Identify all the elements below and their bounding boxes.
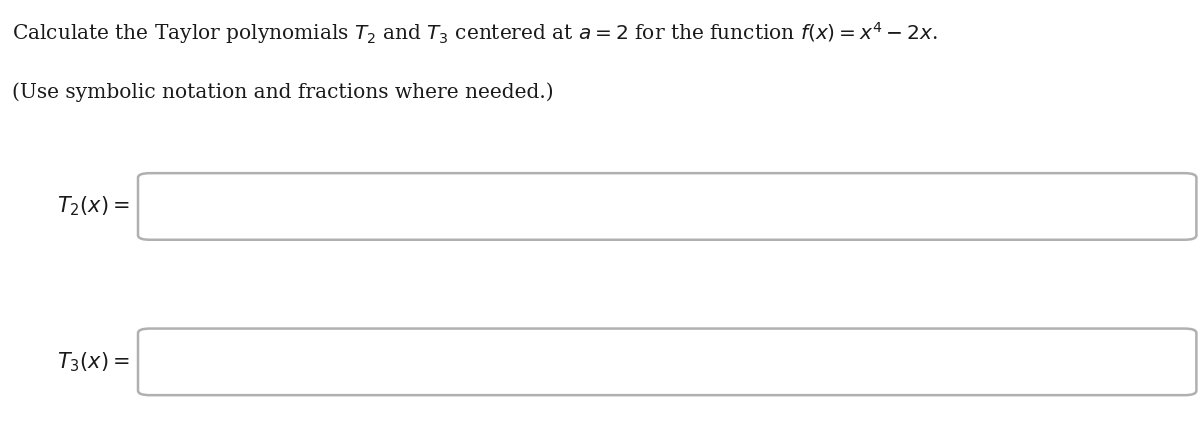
FancyBboxPatch shape: [138, 329, 1196, 395]
FancyBboxPatch shape: [138, 173, 1196, 240]
Text: (Use symbolic notation and fractions where needed.): (Use symbolic notation and fractions whe…: [12, 82, 553, 102]
Text: $T_2(x) =$: $T_2(x) =$: [56, 194, 130, 218]
Text: Calculate the Taylor polynomials $T_2$ and $T_3$ centered at $a = 2$ for the fun: Calculate the Taylor polynomials $T_2$ a…: [12, 20, 937, 46]
Text: $T_3(x) =$: $T_3(x) =$: [56, 350, 130, 374]
